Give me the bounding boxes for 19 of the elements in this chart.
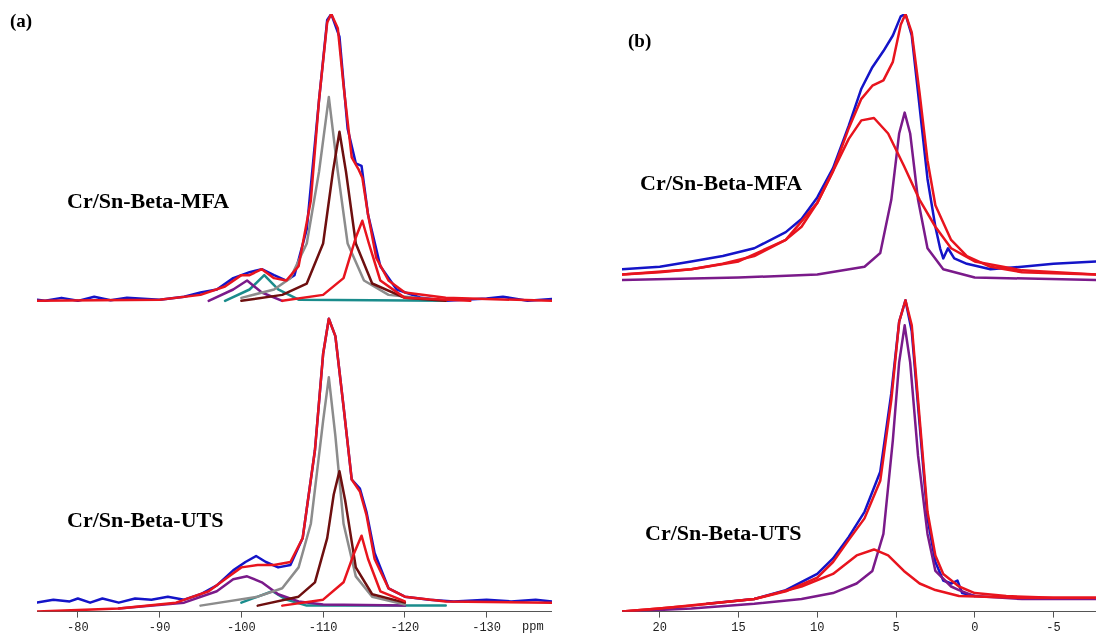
x-axis-title: ppm: [522, 620, 544, 634]
x-tick-label: 20: [652, 620, 667, 635]
x-tick-label: 0: [971, 620, 979, 635]
x-tick-label: -130: [472, 620, 502, 635]
chart-title: (a): [10, 10, 33, 32]
annotation: Cr/Sn-Beta-MFA: [67, 188, 230, 214]
annotation: Cr/Sn-Beta-MFA: [640, 170, 803, 196]
text: (b): [628, 30, 652, 52]
x-tick-label: 15: [731, 620, 746, 635]
annotation: Cr/Sn-Beta-UTS: [67, 507, 224, 533]
x-tick-label: 10: [810, 620, 825, 635]
x-tick-label: -110: [308, 620, 338, 635]
x-tick-label: 5: [892, 620, 900, 635]
x-tick-label: -90: [148, 620, 171, 635]
annotation: Cr/Sn-Beta-UTS: [645, 520, 802, 546]
x-tick-label: -100: [226, 620, 256, 635]
x-tick-label: -120: [390, 620, 420, 635]
x-tick-label: -80: [67, 620, 89, 635]
x-tick-label: -5: [1046, 620, 1061, 635]
